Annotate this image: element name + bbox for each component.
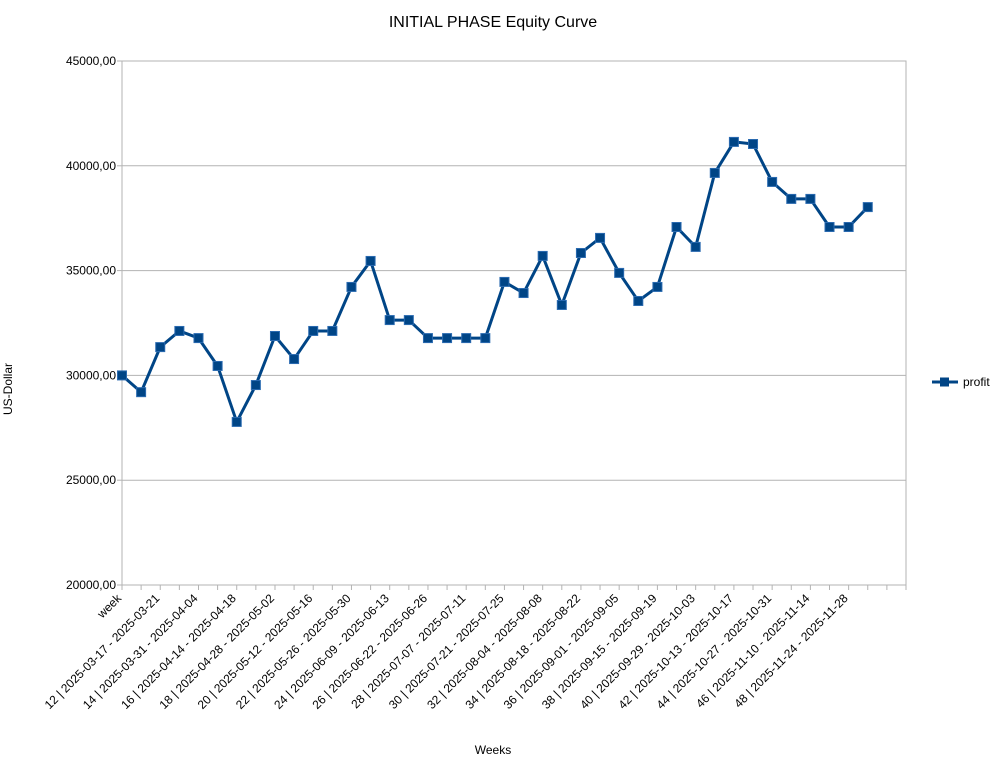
point (174, 325, 185, 336)
point (155, 342, 166, 353)
point (269, 330, 280, 341)
point (843, 222, 854, 233)
point (518, 288, 529, 299)
y-tick-label: 25000,00 (66, 473, 116, 487)
point (767, 176, 778, 187)
point (136, 387, 147, 398)
point (652, 281, 663, 292)
point (442, 333, 453, 344)
point (728, 136, 739, 147)
point (862, 202, 873, 213)
point (461, 333, 472, 344)
plot-area (121, 60, 907, 586)
point (231, 416, 242, 427)
point (633, 295, 644, 306)
point (327, 325, 338, 336)
x-tick-label: week (94, 591, 125, 622)
point (422, 333, 433, 344)
point (384, 315, 395, 326)
point (289, 354, 300, 365)
point (556, 299, 567, 310)
legend-label: profit (963, 375, 990, 389)
point (499, 276, 510, 287)
point (690, 241, 701, 252)
point (403, 315, 414, 326)
chart-title: INITIAL PHASE Equity Curve (389, 14, 597, 31)
y-tick-label: 35000,00 (66, 264, 116, 278)
legend-marker (940, 377, 949, 387)
point (308, 325, 319, 336)
point (614, 267, 625, 278)
x-axis-title: Weeks (475, 743, 511, 757)
line (121, 140, 869, 424)
point (671, 222, 682, 233)
y-tick-label: 40000,00 (66, 159, 116, 173)
point (824, 222, 835, 233)
point (193, 333, 204, 344)
point (480, 333, 491, 344)
point (748, 139, 759, 150)
point (117, 370, 127, 381)
y-tick-label: 20000,00 (66, 578, 116, 592)
y-tick-label: 45000,00 (66, 54, 116, 68)
point (595, 232, 606, 243)
point (537, 250, 548, 261)
point (346, 281, 357, 292)
point (365, 255, 376, 266)
y-axis-title: US-Dollar (1, 363, 15, 415)
point (786, 193, 797, 204)
point (250, 380, 261, 391)
point (709, 167, 720, 178)
point (575, 247, 586, 258)
y-tick-label: 30000,00 (66, 368, 116, 382)
point (805, 193, 816, 204)
point (212, 360, 223, 371)
